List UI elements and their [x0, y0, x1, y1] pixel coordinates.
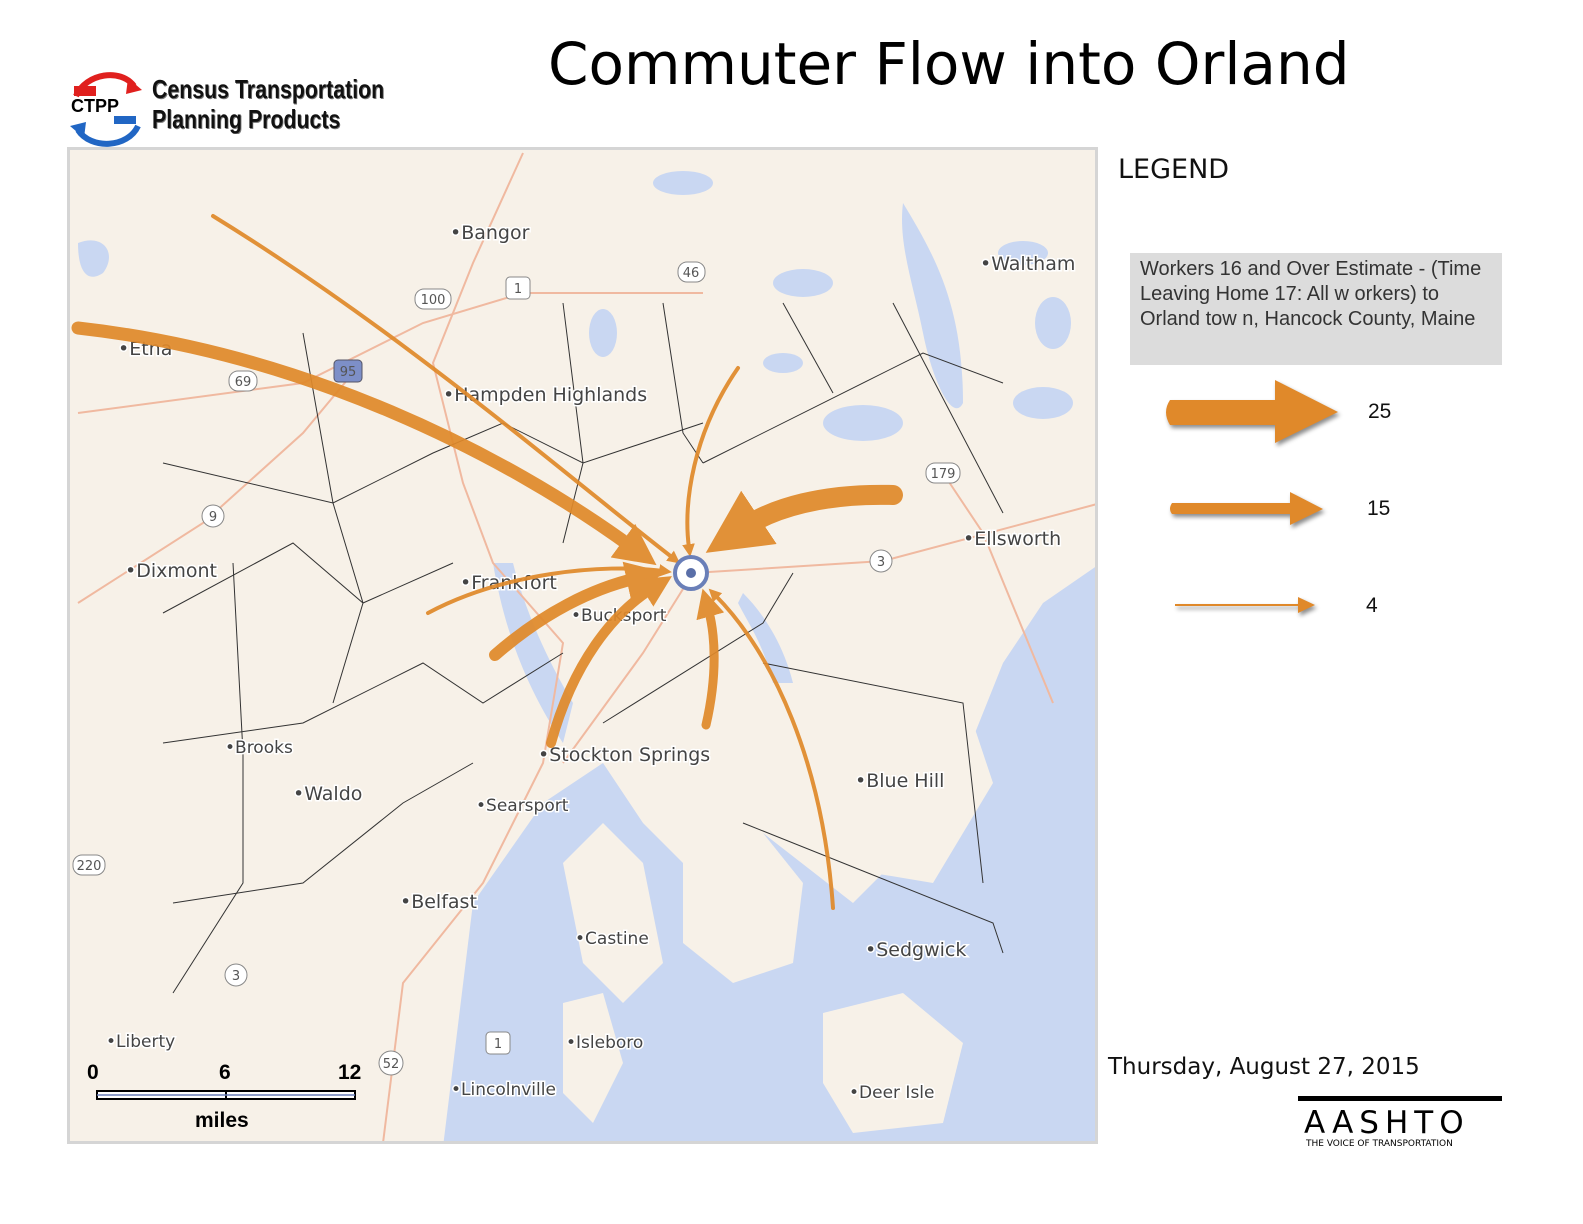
- map-canvas[interactable]: 46 1 100 95 69 179 3 9 220 3 1 52 •Bango…: [70, 150, 1098, 1144]
- legend-value-15: 15: [1367, 497, 1391, 520]
- svg-text:9: 9: [209, 510, 217, 525]
- town-label: •Lincolnville: [451, 1080, 556, 1100]
- svg-text:0: 0: [87, 1061, 99, 1084]
- svg-text:52: 52: [383, 1057, 400, 1072]
- route-shield: 3: [869, 549, 893, 573]
- town-label: •Castine: [575, 929, 649, 949]
- town-label: •Searsport: [476, 796, 569, 816]
- svg-text:69: 69: [235, 375, 252, 390]
- logo-line2: Planning Products: [152, 104, 341, 134]
- legend-description: Workers 16 and Over Estimate - (Time Lea…: [1130, 253, 1502, 365]
- route-shield: 220: [72, 854, 106, 876]
- svg-text:220: 220: [77, 859, 102, 874]
- water-bodies: [78, 171, 1095, 1141]
- flow-arrow: [708, 588, 835, 910]
- route-shield: 179: [925, 462, 961, 484]
- svg-text:3: 3: [877, 555, 885, 570]
- route-shields: 46 1 100 95 69 179 3 9 220 3 1 52: [72, 261, 961, 1076]
- svg-text:miles: miles: [195, 1109, 249, 1132]
- ctpp-logo-icon: CTPP: [70, 72, 142, 147]
- flow-arrow: [71, 321, 657, 566]
- svg-text:CTPP: CTPP: [71, 96, 119, 116]
- legend-arrows: [1166, 380, 1338, 613]
- svg-text:6: 6: [219, 1061, 231, 1084]
- legend-arrow-4: [1175, 597, 1315, 613]
- legend-arrow-25: [1166, 380, 1338, 443]
- route-shield: 100: [414, 288, 452, 310]
- svg-text:179: 179: [931, 467, 956, 482]
- route-shield: 46: [677, 261, 706, 283]
- scale-bar: 0 6 12 miles: [87, 1061, 361, 1132]
- svg-text:46: 46: [683, 266, 700, 281]
- flow-arrow: [682, 366, 740, 557]
- town-label: •Liberty: [106, 1032, 175, 1052]
- flow-arrow: [705, 484, 903, 553]
- route-shield: 95: [333, 359, 363, 383]
- aashto-logo: AASHTO THE VOICE OF TRANSPORTATION: [1298, 1096, 1502, 1148]
- flow-arrows: [71, 214, 903, 910]
- town-label: •Ellsworth: [963, 528, 1061, 550]
- route-shield: 69: [228, 370, 258, 392]
- logo-line1: Census Transportation: [152, 74, 385, 104]
- aashto-tagline: THE VOICE OF TRANSPORTATION: [1305, 1139, 1453, 1148]
- roads: [77, 152, 1095, 1141]
- svg-text:12: 12: [338, 1061, 361, 1084]
- town-boundaries: [162, 302, 1004, 994]
- ctpp-logo: CTPP: [66, 68, 148, 148]
- svg-text:1: 1: [514, 282, 522, 297]
- legend-value-25: 25: [1368, 400, 1392, 423]
- flow-arrow: [211, 214, 681, 564]
- town-label: •Blue Hill: [855, 770, 944, 792]
- map-title: Commuter Flow into Orland: [548, 30, 1350, 98]
- route-shield: 1: [485, 1031, 511, 1055]
- town-label: •Brooks: [225, 738, 293, 758]
- town-label: •Deer Isle: [849, 1083, 934, 1103]
- legend-value-4: 4: [1366, 594, 1378, 617]
- map-frame[interactable]: 46 1 100 95 69 179 3 9 220 3 1 52 •Bango…: [67, 147, 1098, 1144]
- orland-destination-marker: [673, 555, 709, 591]
- svg-text:3: 3: [232, 969, 240, 984]
- town-label: •Dixmont: [125, 560, 217, 582]
- town-label: •Isleboro: [566, 1033, 643, 1053]
- date-label: Thursday, August 27, 2015: [1108, 1054, 1420, 1080]
- town-label: •Bangor: [450, 222, 530, 244]
- flow-arrow: [489, 561, 665, 661]
- flow-arrow: [546, 576, 672, 748]
- town-labels: •Bangor •Waltham •Etna •Hampden Highland…: [105, 221, 1077, 1105]
- svg-text:100: 100: [421, 293, 446, 308]
- svg-text:1: 1: [494, 1037, 502, 1052]
- svg-text:95: 95: [340, 365, 357, 380]
- town-label: •Waldo: [293, 783, 362, 805]
- route-shield: 3: [224, 963, 248, 987]
- flow-arrow: [696, 588, 725, 730]
- legend-title: LEGEND: [1118, 154, 1230, 185]
- aashto-name: AASHTO: [1304, 1105, 1470, 1141]
- route-shield: 9: [201, 504, 225, 528]
- town-label: •Sedgwick: [865, 939, 966, 961]
- town-label: •Waltham: [980, 253, 1075, 275]
- town-label: •Hampden Highlands: [443, 384, 647, 406]
- town-label: •Stockton Springs: [538, 744, 710, 766]
- legend-arrow-15: [1170, 492, 1323, 525]
- ctpp-logo-text: Census Transportation Planning Products: [152, 74, 384, 134]
- route-shield: 1: [505, 276, 531, 300]
- town-label: •Belfast: [400, 891, 477, 913]
- route-shield: 52: [378, 1050, 404, 1076]
